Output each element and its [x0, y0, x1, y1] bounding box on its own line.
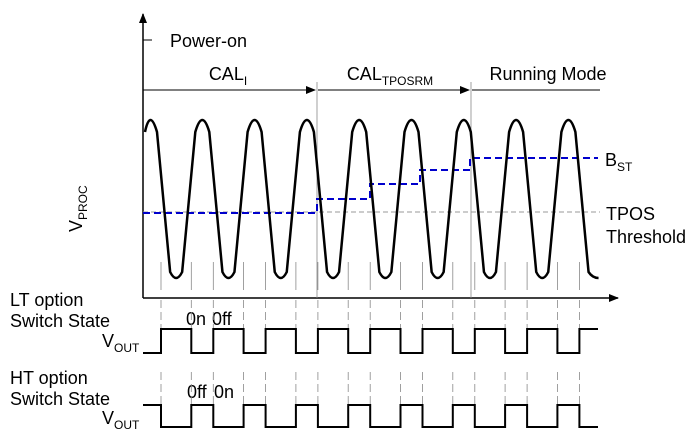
- phase-label: Running Mode: [489, 64, 606, 84]
- out-main: V: [102, 408, 114, 428]
- ht-output-label: VOUT: [102, 408, 140, 431]
- y-axis-label: VPROC: [66, 185, 90, 232]
- waveforms: [143, 118, 599, 428]
- lt-output-label: VOUT: [102, 331, 140, 355]
- ht-label: HT option: [10, 368, 88, 388]
- ht-label: Switch State: [10, 389, 110, 409]
- phase-main: CAL: [209, 64, 244, 84]
- switch-state: 0n: [214, 382, 234, 402]
- phase-sub: I: [244, 74, 247, 88]
- threshold-label: TPOS: [606, 204, 655, 224]
- lt-label: Switch State: [10, 311, 110, 331]
- switch-state: 0ff: [187, 382, 208, 402]
- phase-label: CALI: [209, 64, 247, 88]
- switch-state: 0ff: [212, 309, 233, 329]
- out-sub: OUT: [114, 418, 140, 431]
- lt-output-wave: [143, 328, 598, 354]
- threshold-label: Threshold: [606, 227, 686, 247]
- power-on-label: Power-on: [170, 31, 247, 51]
- switch-state: 0n: [186, 309, 206, 329]
- lt-label: LT option: [10, 290, 83, 310]
- phase-main: CAL: [347, 64, 382, 84]
- ht-output-wave: [143, 404, 598, 428]
- y-sub: PROC: [76, 185, 90, 220]
- y-main: V: [66, 220, 86, 232]
- out-sub: OUT: [114, 341, 140, 355]
- phase-sub: TPOSRM: [382, 74, 433, 88]
- bst-level: [143, 157, 598, 214]
- power-on-marker: [142, 39, 152, 46]
- bst-sub: ST: [617, 160, 633, 174]
- out-main: V: [102, 331, 114, 351]
- bst-main: B: [605, 150, 617, 170]
- bst-label: BST: [605, 150, 633, 174]
- phase-label: CALTPOSRM: [347, 64, 433, 88]
- process-signal: [143, 118, 599, 280]
